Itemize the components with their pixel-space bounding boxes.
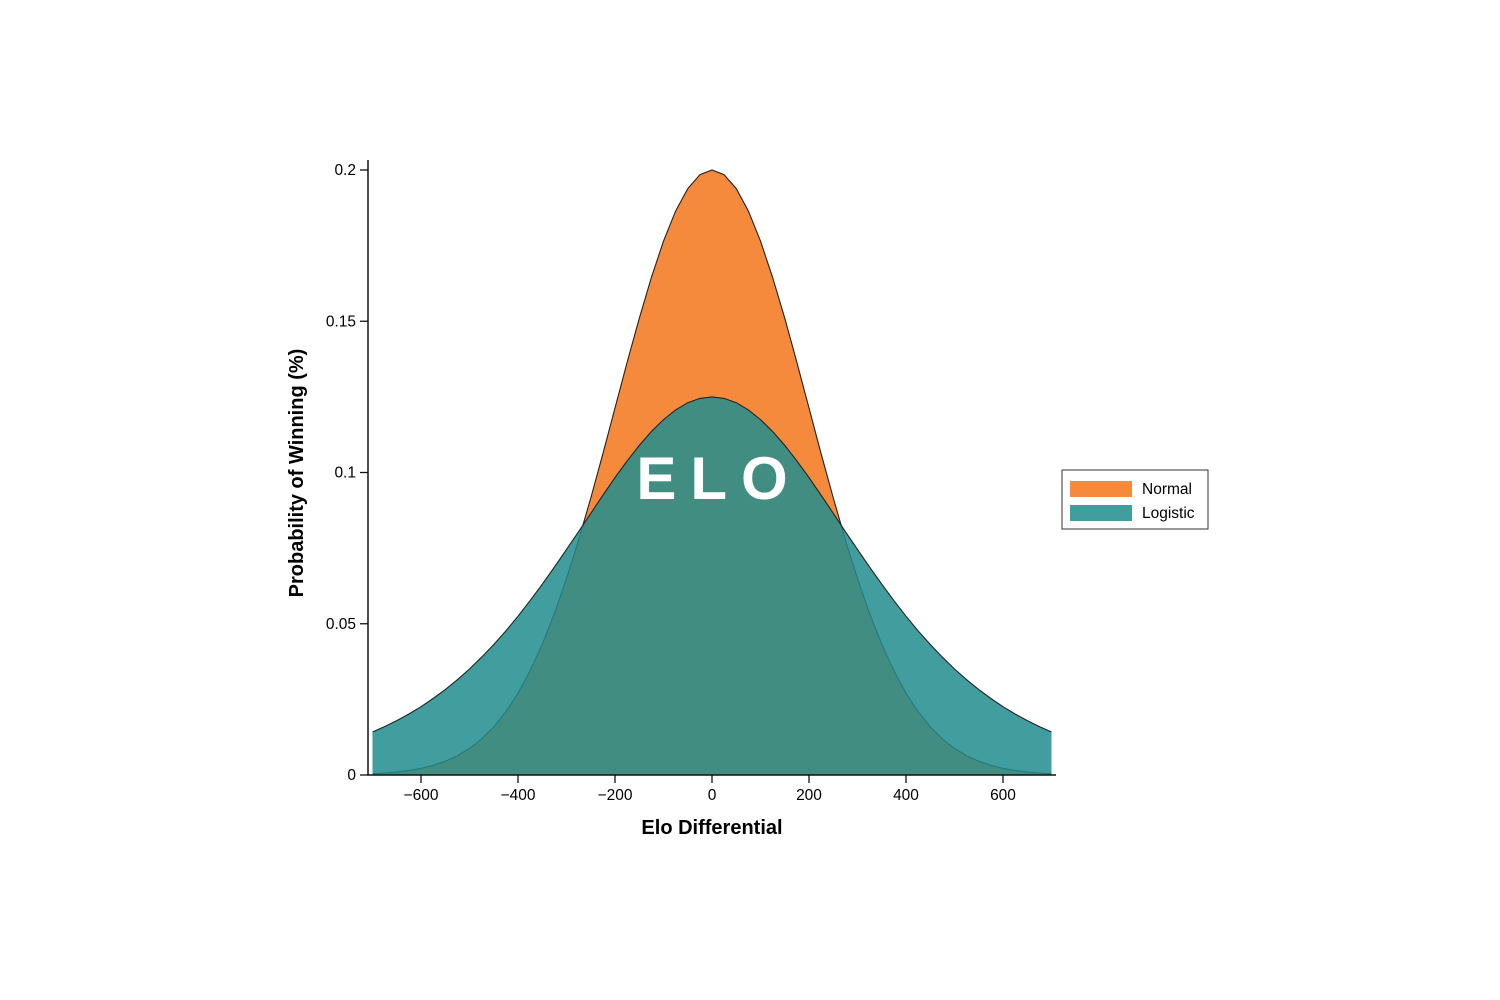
x-tick-label: −400 [501,787,536,804]
y-axis-title: Probability of Winning (%) [286,349,308,598]
x-tick-label: 0 [708,787,717,804]
x-tick-label: −200 [598,787,633,804]
x-tick-label: −600 [404,787,439,804]
series-layer [372,169,1052,775]
y-tick-label: 0.15 [326,313,356,330]
legend-swatch-logistic [1070,505,1132,521]
legend: Normal Logistic [1061,469,1209,530]
y-tick-label: 0.2 [334,162,356,179]
x-tick-label: 400 [893,787,919,804]
watermark-elo: ELO [636,445,801,512]
legend-label-logistic: Logistic [1142,505,1195,522]
y-tick-label: 0.1 [334,465,356,482]
legend-label-normal: Normal [1142,481,1192,498]
legend-swatch-normal [1070,481,1132,497]
y-tick-label: 0.05 [326,616,356,633]
y-tick-label: 0 [347,767,356,784]
series-fill-logistic [372,396,1052,775]
x-tick-label: 200 [796,787,822,804]
series-line-logistic [372,396,1052,733]
x-tick-label: 600 [990,787,1016,804]
tick-layer: −600 −400 −200 0 200 400 600 0 0.05 0.1 0.15 0.2 [326,162,1016,804]
x-axis-title: Elo Differential [641,817,782,839]
